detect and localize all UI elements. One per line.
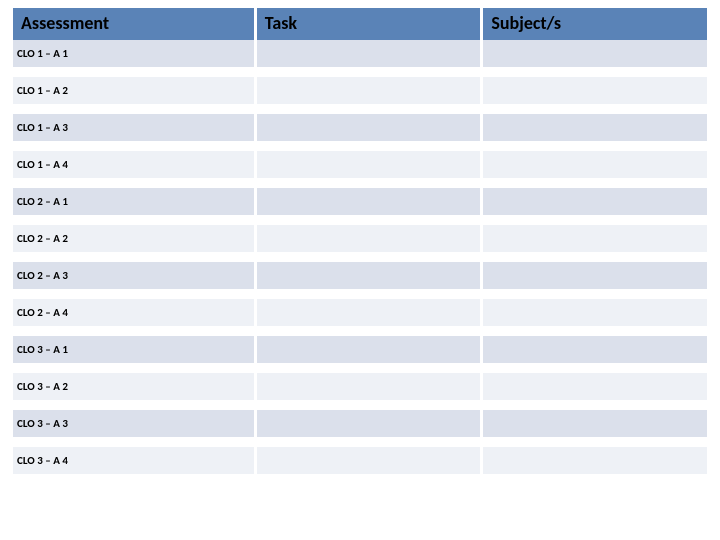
cell-task (257, 225, 481, 252)
cell-subject (483, 114, 707, 141)
header-task: Task (257, 8, 481, 40)
cell-assessment: CLO 2 – A 1 (13, 188, 254, 215)
assessment-table: Assessment Task Subject/s CLO 1 – A 1CLO… (10, 8, 710, 484)
table-row: CLO 2 – A 3 (13, 262, 707, 289)
cell-subject (483, 151, 707, 178)
cell-subject (483, 77, 707, 104)
header-subject: Subject/s (483, 8, 707, 40)
row-separator (13, 289, 707, 299)
cell-assessment: CLO 3 – A 1 (13, 336, 254, 363)
row-separator (13, 178, 707, 188)
table-header: Assessment Task Subject/s (13, 8, 707, 40)
cell-subject (483, 262, 707, 289)
table-row: CLO 3 – A 3 (13, 410, 707, 437)
row-separator (13, 252, 707, 262)
cell-task (257, 262, 481, 289)
cell-subject (483, 225, 707, 252)
cell-task (257, 114, 481, 141)
cell-subject (483, 410, 707, 437)
table-row: CLO 1 – A 3 (13, 114, 707, 141)
row-separator (13, 363, 707, 373)
cell-task (257, 410, 481, 437)
cell-task (257, 77, 481, 104)
row-separator (13, 67, 707, 77)
cell-assessment: CLO 2 – A 4 (13, 299, 254, 326)
cell-task (257, 151, 481, 178)
row-separator (13, 141, 707, 151)
cell-assessment: CLO 2 – A 3 (13, 262, 254, 289)
cell-subject (483, 188, 707, 215)
cell-subject (483, 40, 707, 67)
cell-task (257, 373, 481, 400)
row-separator (13, 215, 707, 225)
cell-assessment: CLO 2 – A 2 (13, 225, 254, 252)
row-separator (13, 474, 707, 484)
row-separator (13, 400, 707, 410)
table-row: CLO 2 – A 4 (13, 299, 707, 326)
table-row: CLO 1 – A 4 (13, 151, 707, 178)
cell-assessment: CLO 3 – A 4 (13, 447, 254, 474)
cell-assessment: CLO 1 – A 1 (13, 40, 254, 67)
row-separator (13, 437, 707, 447)
cell-task (257, 40, 481, 67)
table-body: CLO 1 – A 1 CLO 1 – A 2 CLO 1 – A 3 CLO 1 –… (13, 40, 707, 484)
cell-subject (483, 299, 707, 326)
cell-assessment: CLO 1 – A 3 (13, 114, 254, 141)
cell-task (257, 299, 481, 326)
table-row: CLO 3 – A 2 (13, 373, 707, 400)
cell-assessment: CLO 1 – A 4 (13, 151, 254, 178)
cell-task (257, 336, 481, 363)
row-separator (13, 326, 707, 336)
cell-subject (483, 447, 707, 474)
table-row: CLO 1 – A 2 (13, 77, 707, 104)
header-assessment: Assessment (13, 8, 254, 40)
table-row: CLO 2 – A 2 (13, 225, 707, 252)
row-separator (13, 104, 707, 114)
cell-assessment: CLO 1 – A 2 (13, 77, 254, 104)
cell-task (257, 447, 481, 474)
cell-task (257, 188, 481, 215)
table-row: CLO 3 – A 1 (13, 336, 707, 363)
cell-assessment: CLO 3 – A 3 (13, 410, 254, 437)
table-row: CLO 2 – A 1 (13, 188, 707, 215)
table-row: CLO 3 – A 4 (13, 447, 707, 474)
table-row: CLO 1 – A 1 (13, 40, 707, 67)
cell-subject (483, 373, 707, 400)
cell-assessment: CLO 3 – A 2 (13, 373, 254, 400)
cell-subject (483, 336, 707, 363)
